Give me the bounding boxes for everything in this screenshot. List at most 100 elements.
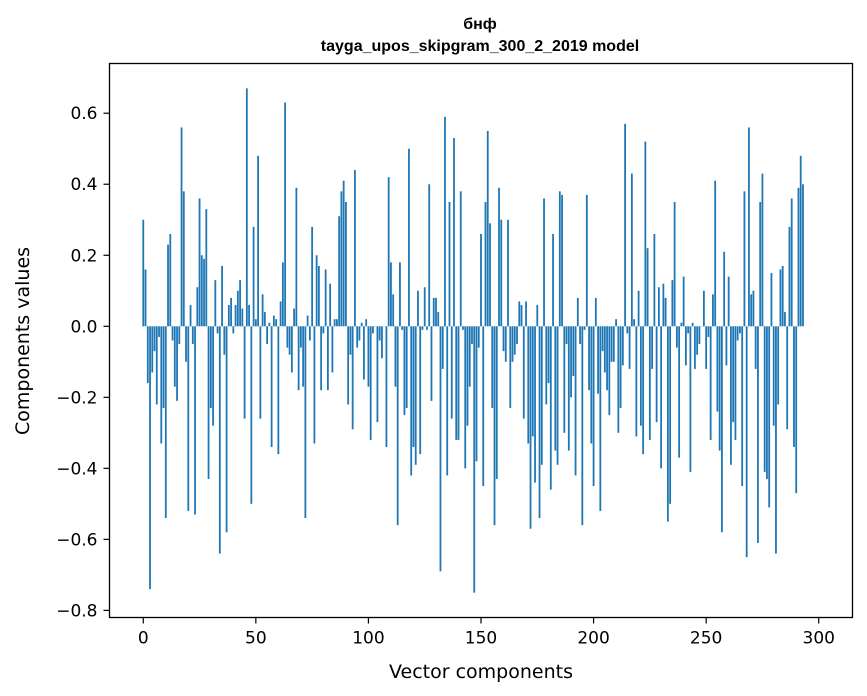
- bar-247: [698, 326, 701, 345]
- bar-293: [802, 184, 804, 327]
- bar-178: [543, 198, 545, 327]
- bar-168: [520, 304, 523, 327]
- bar-94: [354, 170, 356, 327]
- bar-14: [173, 326, 176, 387]
- bar-204: [601, 326, 604, 352]
- bar-91: [347, 326, 350, 405]
- bar-102: [372, 326, 374, 334]
- bar-63: [284, 102, 287, 327]
- bar-145: [468, 326, 471, 387]
- bar-112: [394, 326, 397, 387]
- bar-163: [509, 326, 512, 408]
- bar-49: [252, 226, 255, 327]
- bar-124: [421, 326, 424, 330]
- bar-181: [549, 326, 552, 490]
- bar-53: [261, 294, 264, 327]
- bar-4: [151, 326, 154, 373]
- x-axis-label: Vector components: [389, 661, 573, 683]
- bar-29: [207, 326, 210, 479]
- bar-172: [529, 326, 532, 529]
- bar-291: [797, 187, 800, 327]
- bar-110: [390, 262, 392, 327]
- bar-68: [295, 187, 298, 327]
- bar-3: [149, 326, 151, 590]
- y-tick-label: −0.6: [56, 530, 97, 550]
- bar-270: [750, 294, 753, 327]
- bar-116: [403, 326, 406, 416]
- bar-285: [784, 312, 786, 327]
- bar-171: [527, 326, 530, 444]
- bar-173: [531, 326, 534, 437]
- bar-30: [209, 326, 212, 408]
- bar-72: [304, 326, 307, 519]
- bar-113: [396, 326, 399, 526]
- bar-226: [651, 326, 654, 369]
- bar-12: [169, 233, 172, 327]
- bar-259: [725, 326, 728, 366]
- bar-146: [471, 326, 473, 345]
- bar-220: [637, 290, 640, 327]
- bar-159: [500, 219, 503, 327]
- bar-115: [401, 326, 404, 330]
- bar-154: [489, 223, 491, 327]
- bar-62: [281, 262, 284, 327]
- bar-2: [146, 326, 149, 384]
- bar-287: [788, 226, 791, 327]
- bar-207: [608, 326, 611, 416]
- bar-41: [234, 304, 237, 327]
- bar-282: [777, 326, 780, 405]
- bar-278: [768, 326, 771, 508]
- bar-225: [648, 326, 651, 440]
- bar-167: [518, 301, 521, 327]
- bar-185: [558, 191, 561, 327]
- bar-15: [176, 326, 178, 401]
- bar-81: [324, 269, 327, 327]
- bar-79: [320, 326, 323, 391]
- bar-32: [214, 280, 217, 327]
- bar-140: [457, 326, 460, 440]
- x-tick-label: 250: [690, 629, 722, 649]
- bar-271: [752, 290, 755, 327]
- bar-156: [493, 326, 496, 526]
- y-axis-label: Components values: [12, 247, 34, 435]
- bar-10: [164, 326, 167, 519]
- bar-130: [435, 297, 437, 327]
- bar-176: [538, 326, 541, 519]
- y-axis-ticks: −0.8 −0.6 −0.4 −0.2 0.0 0.2 0.4 0.6: [56, 104, 110, 621]
- bar-238: [678, 326, 681, 458]
- bar-57: [270, 326, 273, 448]
- bar-239: [680, 322, 683, 327]
- bar-269: [748, 127, 750, 327]
- bar-240: [682, 276, 685, 327]
- bar-71: [302, 326, 305, 387]
- bar-213: [621, 326, 624, 366]
- bar-263: [734, 326, 737, 440]
- bar-92: [349, 326, 352, 355]
- bar-177: [540, 326, 543, 465]
- bar-65: [288, 326, 291, 355]
- bar-43: [239, 280, 241, 327]
- bar-28: [205, 209, 208, 327]
- bar-141: [459, 191, 462, 327]
- bar-252: [709, 326, 712, 440]
- bar-203: [599, 326, 602, 511]
- bar-31: [212, 326, 214, 426]
- bar-274: [759, 202, 762, 327]
- bar-275: [761, 173, 764, 327]
- bar-215: [626, 326, 629, 334]
- bar-241: [684, 326, 687, 366]
- bar-111: [392, 294, 395, 327]
- bar-150: [480, 233, 482, 327]
- bar-147: [473, 326, 476, 593]
- bar-200: [592, 326, 595, 487]
- bar-261: [730, 326, 732, 465]
- bar-251: [707, 326, 710, 337]
- bar-184: [556, 326, 559, 465]
- bar-121: [414, 326, 417, 465]
- bar-166: [516, 326, 518, 345]
- bar-250: [705, 326, 708, 369]
- bar-192: [574, 326, 577, 476]
- bar-161: [504, 326, 507, 362]
- bar-196: [583, 326, 586, 330]
